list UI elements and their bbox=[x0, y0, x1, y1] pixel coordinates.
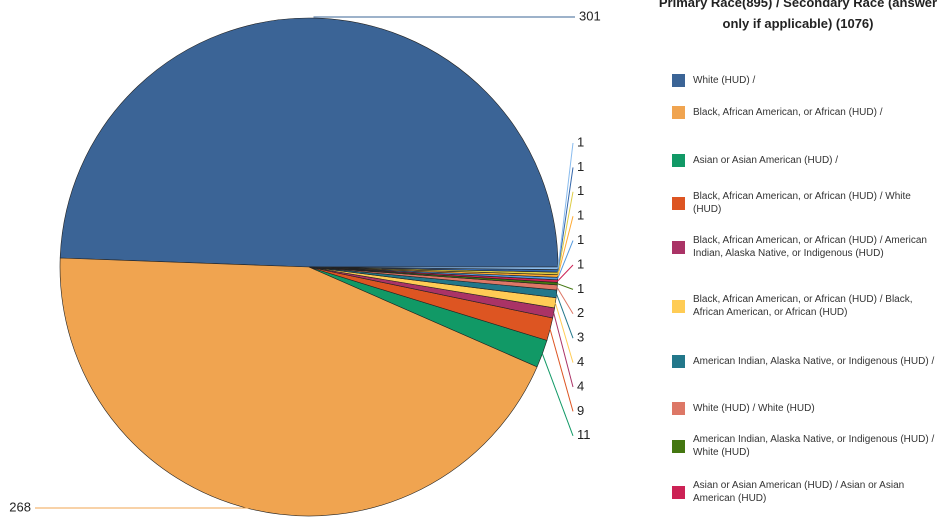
leader-line bbox=[557, 264, 574, 282]
value-label: 4 bbox=[577, 354, 584, 369]
legend-swatch bbox=[672, 154, 685, 167]
value-label: 2 bbox=[577, 305, 584, 320]
leader-line bbox=[549, 329, 574, 412]
legend-label: Black, African American, or African (HUD… bbox=[693, 107, 883, 118]
legend-swatch bbox=[672, 106, 685, 119]
value-label: 1 bbox=[577, 134, 584, 149]
legend-item: Asian or Asian American (HUD) / bbox=[672, 154, 942, 167]
value-label: 1 bbox=[577, 208, 584, 223]
legend-swatch bbox=[672, 485, 685, 499]
value-label: 11 bbox=[577, 427, 591, 442]
legend-item: Black, African American, or African (HUD… bbox=[672, 106, 942, 119]
leader-line bbox=[554, 302, 574, 363]
value-label: 1 bbox=[577, 232, 584, 247]
legend-item: Black, African American, or African (HUD… bbox=[672, 234, 942, 260]
legend-label: Black, African American, or African (HUD… bbox=[693, 294, 913, 318]
value-label: 4 bbox=[577, 378, 584, 393]
leader-line bbox=[556, 293, 574, 339]
leader-line bbox=[553, 312, 574, 388]
legend-swatch bbox=[672, 299, 685, 313]
legend-item: American Indian, Alaska Native, or Indig… bbox=[672, 433, 942, 459]
legend-label: Black, African American, or African (HUD… bbox=[693, 235, 927, 259]
legend-label: White (HUD) / White (HUD) bbox=[693, 403, 815, 414]
legend-item: American Indian, Alaska Native, or Indig… bbox=[672, 355, 942, 368]
legend-swatch bbox=[672, 196, 685, 210]
leader-line bbox=[557, 191, 574, 274]
legend-swatch bbox=[672, 439, 685, 453]
legend-label: Asian or Asian American (HUD) / Asian or… bbox=[693, 480, 905, 504]
value-label: 9 bbox=[577, 403, 584, 418]
pie-slice bbox=[59, 257, 538, 517]
leader-line bbox=[557, 167, 574, 271]
leader-line bbox=[557, 240, 574, 279]
legend-item: Black, African American, or African (HUD… bbox=[672, 293, 942, 319]
leader-line bbox=[541, 353, 574, 436]
legend-swatch bbox=[672, 74, 685, 87]
legend-item: White (HUD) / White (HUD) bbox=[672, 402, 942, 415]
leader-line bbox=[557, 216, 574, 277]
legend-item: White (HUD) / bbox=[672, 74, 942, 87]
legend-item: Black, African American, or African (HUD… bbox=[672, 190, 942, 216]
legend-item: Asian or Asian American (HUD) / Asian or… bbox=[672, 479, 942, 505]
value-label: 1 bbox=[577, 183, 584, 198]
legend-swatch bbox=[672, 355, 685, 368]
value-label: 1 bbox=[577, 159, 584, 174]
leader-line bbox=[556, 287, 574, 315]
pie-slice bbox=[59, 17, 559, 268]
legend-label: American Indian, Alaska Native, or Indig… bbox=[693, 434, 935, 458]
legend-label: American Indian, Alaska Native, or Indig… bbox=[693, 356, 935, 367]
leader-line bbox=[557, 142, 574, 269]
leader-line bbox=[557, 283, 574, 290]
value-label: 301 bbox=[579, 8, 601, 23]
legend-title: Primary Race(895) / Secondary Race (answ… bbox=[658, 0, 938, 31]
legend-label: White (HUD) / bbox=[693, 75, 756, 86]
legend-swatch bbox=[672, 402, 685, 415]
legend-label: Black, African American, or African (HUD… bbox=[693, 191, 911, 215]
legend-swatch bbox=[672, 240, 685, 254]
legend-label: Asian or Asian American (HUD) / bbox=[693, 155, 839, 166]
value-label: 268 bbox=[9, 499, 31, 514]
value-label: 1 bbox=[577, 256, 584, 271]
value-label: 1 bbox=[577, 281, 584, 296]
value-label: 3 bbox=[577, 330, 584, 345]
